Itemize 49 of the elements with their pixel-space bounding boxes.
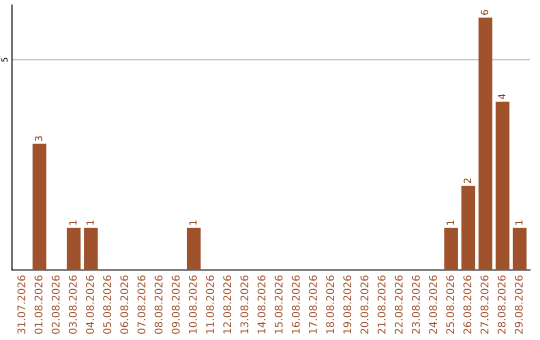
x-tick-label: 24.08.2026: [429, 276, 437, 334]
data-label: 1: [69, 220, 76, 225]
x-tick-label: 08.08.2026: [154, 276, 163, 334]
x-tick-label: 13.08.2026: [240, 276, 248, 334]
x-tick-label: 15.08.2026: [274, 276, 283, 334]
bar: [496, 102, 510, 270]
x-tick-label: 31.07.2026: [17, 276, 26, 334]
x-tick-label: 04.08.2026: [86, 276, 94, 334]
x-tick-label: 18.08.2026: [326, 276, 334, 334]
x-tick-label: 23.08.2026: [412, 276, 420, 334]
bar: [66, 228, 81, 270]
x-tick-label: 22.08.2026: [394, 276, 403, 334]
data-label: 6: [480, 10, 488, 15]
x-tick-label: 25.08.2026: [446, 276, 454, 334]
bar: [512, 228, 527, 270]
data-label: 1: [189, 220, 196, 225]
x-tick-label: 17.08.2026: [309, 276, 317, 334]
bar: [478, 18, 492, 270]
x-tick-label: 02.08.2026: [52, 276, 60, 334]
x-tick-label: 16.08.2026: [292, 276, 300, 334]
bar: [461, 186, 476, 270]
x-tick-label: 26.08.2026: [463, 276, 472, 334]
x-tick-label: 14.08.2026: [258, 276, 266, 334]
data-label: 1: [86, 220, 94, 225]
bar: [186, 228, 201, 270]
x-tick-label: 12.08.2026: [223, 276, 232, 334]
bar: [84, 228, 98, 270]
x-tick-label: 27.08.2026: [480, 276, 488, 334]
x-tick-label: 29.08.2026: [514, 276, 523, 334]
x-tick-label: 19.08.2026: [343, 276, 352, 334]
x-tick-label: 01.08.2026: [34, 276, 42, 334]
x-tick-label: 07.08.2026: [138, 276, 146, 334]
x-tick-label: 21.08.2026: [378, 276, 386, 334]
x-tick-label: 10.08.2026: [188, 276, 197, 334]
data-label: 3: [34, 136, 42, 141]
y-tick-label: 5: [1, 58, 8, 62]
x-tick-label: 11.08.2026: [206, 276, 214, 334]
data-label: 2: [464, 178, 471, 184]
x-tick-label: 28.08.2026: [498, 276, 506, 334]
bar: [444, 228, 458, 270]
x-tick-label: 20.08.2026: [360, 276, 368, 334]
data-label: 1: [446, 220, 454, 225]
data-label: 1: [515, 220, 522, 225]
data-label: 4: [498, 94, 506, 100]
x-tick-label: 03.08.2026: [68, 276, 77, 334]
x-tick-label: 09.08.2026: [172, 276, 180, 334]
bar: [32, 144, 46, 270]
x-tick-label: 05.08.2026: [103, 276, 112, 334]
x-tick-label: 06.08.2026: [120, 276, 128, 334]
